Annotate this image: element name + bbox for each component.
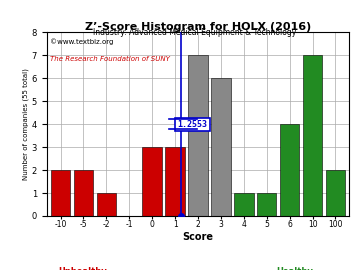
Title: Z’-Score Histogram for HOLX (2016): Z’-Score Histogram for HOLX (2016) <box>85 22 311 32</box>
Bar <box>165 147 185 216</box>
Bar <box>143 147 162 216</box>
Bar <box>188 55 208 216</box>
Bar <box>74 170 93 216</box>
Y-axis label: Number of companies (55 total): Number of companies (55 total) <box>22 68 29 180</box>
Bar <box>234 193 253 216</box>
Bar <box>257 193 276 216</box>
X-axis label: Score: Score <box>183 232 213 242</box>
Text: The Research Foundation of SUNY: The Research Foundation of SUNY <box>50 56 170 62</box>
Bar <box>51 170 70 216</box>
Bar <box>303 55 322 216</box>
Text: Healthy: Healthy <box>276 267 313 270</box>
Bar <box>211 78 231 216</box>
Bar <box>280 124 300 216</box>
Bar <box>326 170 345 216</box>
Bar <box>96 193 116 216</box>
Text: Unhealthy: Unhealthy <box>59 267 108 270</box>
Text: ©www.textbiz.org: ©www.textbiz.org <box>50 38 113 45</box>
Text: Industry: Advanced Medical Equipment & Technology: Industry: Advanced Medical Equipment & T… <box>93 28 296 37</box>
Text: 1.2553: 1.2553 <box>177 120 207 129</box>
